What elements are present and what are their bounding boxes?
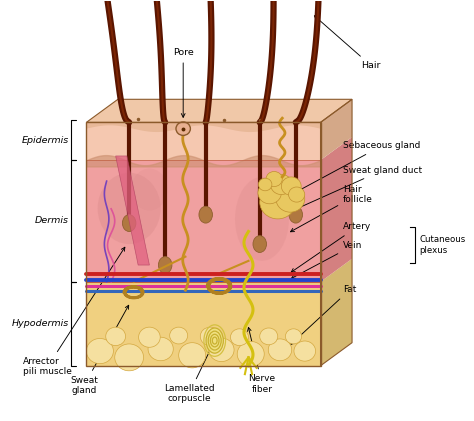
Polygon shape — [86, 123, 320, 160]
Ellipse shape — [122, 215, 136, 232]
Text: Dermis: Dermis — [35, 216, 69, 226]
Circle shape — [148, 337, 173, 361]
Text: Lamellated
corpuscle: Lamellated corpuscle — [164, 344, 214, 403]
Circle shape — [209, 338, 234, 362]
Text: Sweat
gland: Sweat gland — [70, 305, 128, 395]
Circle shape — [266, 171, 282, 187]
Circle shape — [86, 338, 113, 364]
Polygon shape — [320, 259, 352, 366]
Circle shape — [170, 327, 188, 344]
Circle shape — [258, 182, 282, 204]
Text: Hair: Hair — [314, 16, 381, 70]
Circle shape — [294, 341, 316, 361]
Ellipse shape — [253, 236, 266, 253]
Text: Epidermis: Epidermis — [21, 136, 69, 145]
Circle shape — [285, 329, 301, 344]
Circle shape — [276, 185, 305, 212]
Polygon shape — [320, 137, 352, 282]
Ellipse shape — [158, 257, 172, 274]
Circle shape — [237, 341, 264, 367]
Ellipse shape — [131, 168, 167, 210]
Circle shape — [176, 122, 191, 136]
Polygon shape — [86, 123, 320, 132]
Ellipse shape — [206, 328, 223, 353]
Text: Sebaceous gland: Sebaceous gland — [292, 141, 420, 194]
Circle shape — [268, 339, 292, 361]
Circle shape — [230, 329, 248, 346]
Circle shape — [260, 185, 296, 219]
Text: Hypodermis: Hypodermis — [11, 319, 69, 328]
Text: Pore: Pore — [173, 48, 193, 117]
Ellipse shape — [199, 206, 212, 223]
Polygon shape — [320, 99, 352, 160]
Polygon shape — [116, 156, 149, 265]
Ellipse shape — [210, 334, 219, 347]
Circle shape — [258, 178, 272, 191]
Circle shape — [260, 328, 278, 345]
Text: Arrector
pili muscle: Arrector pili muscle — [23, 247, 125, 376]
Text: Nerve
fiber: Nerve fiber — [247, 328, 275, 394]
Polygon shape — [86, 282, 320, 366]
Circle shape — [289, 187, 305, 202]
Ellipse shape — [212, 337, 217, 344]
Circle shape — [282, 177, 301, 195]
Circle shape — [271, 174, 292, 195]
Circle shape — [179, 343, 206, 368]
Circle shape — [115, 344, 144, 371]
Ellipse shape — [208, 331, 221, 350]
Circle shape — [138, 327, 160, 347]
Ellipse shape — [98, 173, 161, 244]
Circle shape — [201, 327, 220, 346]
Text: Artery: Artery — [291, 222, 371, 272]
Text: Cutaneous
plexus: Cutaneous plexus — [419, 235, 466, 255]
Circle shape — [106, 327, 126, 346]
Polygon shape — [86, 160, 320, 282]
Text: Sweat gland duct: Sweat gland duct — [292, 166, 422, 211]
Text: Hair
follicle: Hair follicle — [291, 185, 373, 232]
Polygon shape — [86, 99, 352, 123]
Text: Vein: Vein — [292, 241, 363, 278]
Ellipse shape — [289, 206, 302, 223]
Text: Fat: Fat — [291, 285, 356, 344]
Ellipse shape — [235, 177, 289, 261]
